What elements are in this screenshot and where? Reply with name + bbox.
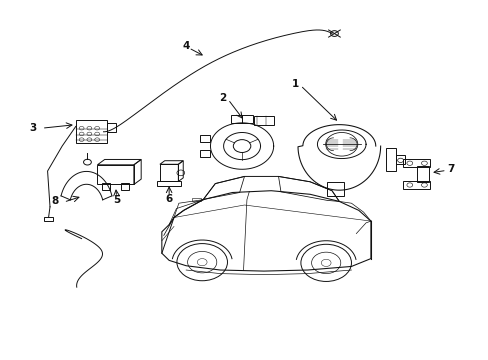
Text: 8: 8 (51, 197, 59, 206)
Bar (160, 164, 178, 181)
Bar (200, 150, 210, 157)
Text: 2: 2 (219, 93, 226, 103)
Bar (76, 120, 107, 143)
Text: 6: 6 (165, 194, 172, 204)
Bar (121, 183, 129, 190)
Bar (200, 135, 210, 143)
Text: 5: 5 (113, 195, 120, 204)
Text: 7: 7 (447, 164, 454, 174)
Bar (107, 123, 116, 132)
Text: 4: 4 (182, 41, 189, 51)
Bar (416, 166, 428, 182)
Bar (102, 183, 110, 190)
Bar (192, 198, 201, 202)
Bar (395, 155, 404, 164)
Bar (43, 217, 53, 221)
Bar (157, 181, 181, 186)
Bar (97, 165, 134, 184)
Bar (254, 116, 273, 125)
Bar (403, 158, 429, 167)
Bar (241, 115, 253, 123)
Bar (230, 115, 242, 123)
Bar (385, 148, 395, 171)
Bar (403, 181, 429, 189)
Text: 3: 3 (29, 123, 37, 133)
Text: 1: 1 (291, 78, 299, 89)
